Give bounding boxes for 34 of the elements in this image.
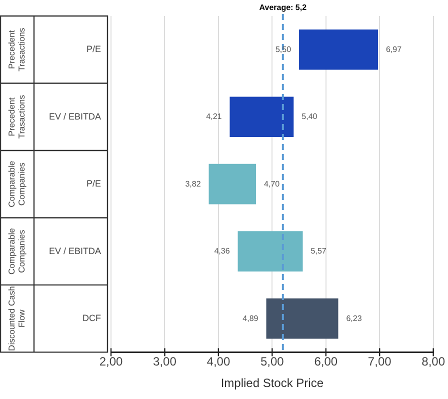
bar: [299, 29, 378, 70]
bar: [238, 231, 303, 272]
ref-line-label: Average: 5,2: [259, 3, 308, 12]
y-tick-label: P/E: [86, 178, 101, 189]
text: Precedent Trasactions: [6, 95, 26, 139]
x-tick-label: 7,00: [368, 354, 392, 369]
y-tick-label: P/E: [86, 44, 101, 54]
text: Discounted Cash Flow: [6, 286, 26, 351]
text: Comparable Companies: [6, 228, 26, 274]
y-tick-label: EV / EBITDA: [48, 111, 101, 122]
bar: [266, 298, 338, 339]
text: Comparable Companies: [6, 160, 26, 208]
x-tick-label: 8,00: [422, 354, 446, 369]
x-tick-label: 6,00: [314, 354, 338, 369]
y-tick-label: DCF: [82, 313, 102, 324]
data-label: 4,70: [264, 179, 280, 188]
annotation: 4,89: [242, 314, 259, 323]
x-axis-title: Implied Stock Price: [220, 376, 324, 390]
data-label: 6,97: [386, 44, 402, 54]
y-tick-label: EV / EBITDA: [48, 246, 101, 256]
annotation: 4,21: [206, 112, 222, 122]
data-label: 6,23: [346, 314, 362, 323]
bar: [208, 164, 256, 204]
x-tick-label: 4,00: [206, 354, 230, 369]
x-tick-label: 3,00: [153, 354, 177, 369]
data-label: 5,57: [310, 246, 327, 256]
annotation: 5,50: [275, 44, 292, 54]
x-tick-label: 2,00: [99, 354, 123, 369]
annotation: 3,82: [185, 179, 202, 188]
data-label: 5,40: [302, 112, 318, 122]
text: Precedent Trasactions: [6, 28, 26, 72]
bar: [230, 96, 294, 138]
annotation: 4,36: [214, 246, 230, 256]
x-tick-label: 5,00: [260, 354, 284, 369]
